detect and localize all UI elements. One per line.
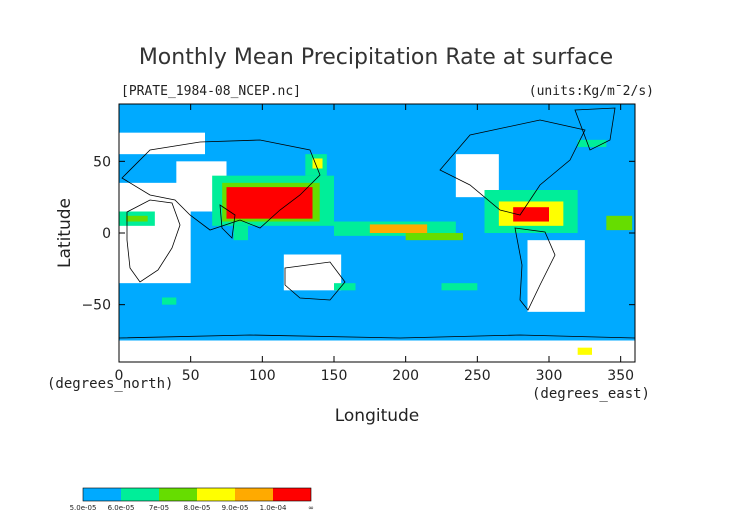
x-tick-label: 350: [607, 368, 634, 384]
colorbar-swatch: [197, 488, 235, 501]
precip-region-11: [126, 215, 148, 222]
y-ticks: 50 0 −50: [81, 154, 635, 314]
y-unit-label: (degrees_north): [47, 376, 173, 392]
x-unit-label: (degrees_east): [532, 386, 650, 402]
precip-region-13: [405, 233, 463, 241]
chart-title: Monthly Mean Precipitation Rate at surfa…: [139, 45, 613, 70]
no-data-region-6: [119, 340, 635, 362]
precip-region-14: [606, 215, 633, 231]
coastlines: [118, 107, 636, 339]
precip-region-9: [369, 224, 428, 233]
precip-region-7: [513, 207, 549, 222]
x-tick-label: 150: [321, 368, 348, 384]
precip-region-16: [441, 283, 478, 291]
colorbar-label: 8.0e-05: [184, 504, 211, 512]
x-tick-label: 0: [115, 368, 124, 384]
precip-region-15: [577, 139, 607, 147]
precip-region-17: [334, 283, 356, 291]
x-tick-label: 200: [392, 368, 419, 384]
colorbar-label: 5.0e-05: [70, 504, 97, 512]
x-axis-label: Longitude: [335, 406, 420, 426]
colorbar-swatch: [121, 488, 159, 501]
plot-area: [118, 103, 636, 363]
y-tick-label: −50: [81, 298, 111, 314]
no-data-region-2: [119, 132, 205, 155]
no-data-region-5: [283, 254, 342, 291]
precip-region-4: [312, 158, 323, 169]
colorbar-label: 1.0e-04: [260, 504, 287, 512]
precip-region-18: [162, 297, 177, 305]
colorbar-swatch: [159, 488, 197, 501]
file-label: [PRATE_1984-08_NCEP.nc]: [121, 84, 301, 99]
precip-region-19: [577, 347, 592, 355]
colorbar-frame: [82, 487, 312, 502]
precip-region-2: [226, 187, 313, 219]
colorbar-swatch: [273, 488, 311, 501]
x-ticks: 0 50 100 150 200 250 300 350: [115, 104, 634, 384]
y-axis-label: Latitude: [55, 198, 75, 268]
x-tick-label: 100: [249, 368, 276, 384]
x-tick-label: 50: [182, 368, 200, 384]
x-tick-label: 300: [536, 368, 563, 384]
no-data-region-4: [527, 240, 585, 312]
x-tick-label: 250: [464, 368, 491, 384]
data-cells: [119, 132, 635, 362]
colorbar-label: 7e-05: [149, 504, 169, 512]
y-tick-label: 50: [93, 154, 111, 170]
precip-region-12: [233, 225, 248, 241]
colorbar: 5.0e-05 6.0e-05 7e-05 8.0e-05 9.0e-05 1.0e-04…: [70, 487, 314, 512]
units-label: (units:Kg/m¯2/s): [529, 84, 654, 99]
colorbar-label: ∞: [308, 504, 314, 512]
colorbar-swatch: [235, 488, 273, 501]
colorbar-label: 6.0e-05: [108, 504, 135, 512]
colorbar-swatch: [83, 488, 121, 501]
y-tick-label: 0: [102, 226, 111, 242]
colorbar-label: 9.0e-05: [222, 504, 249, 512]
